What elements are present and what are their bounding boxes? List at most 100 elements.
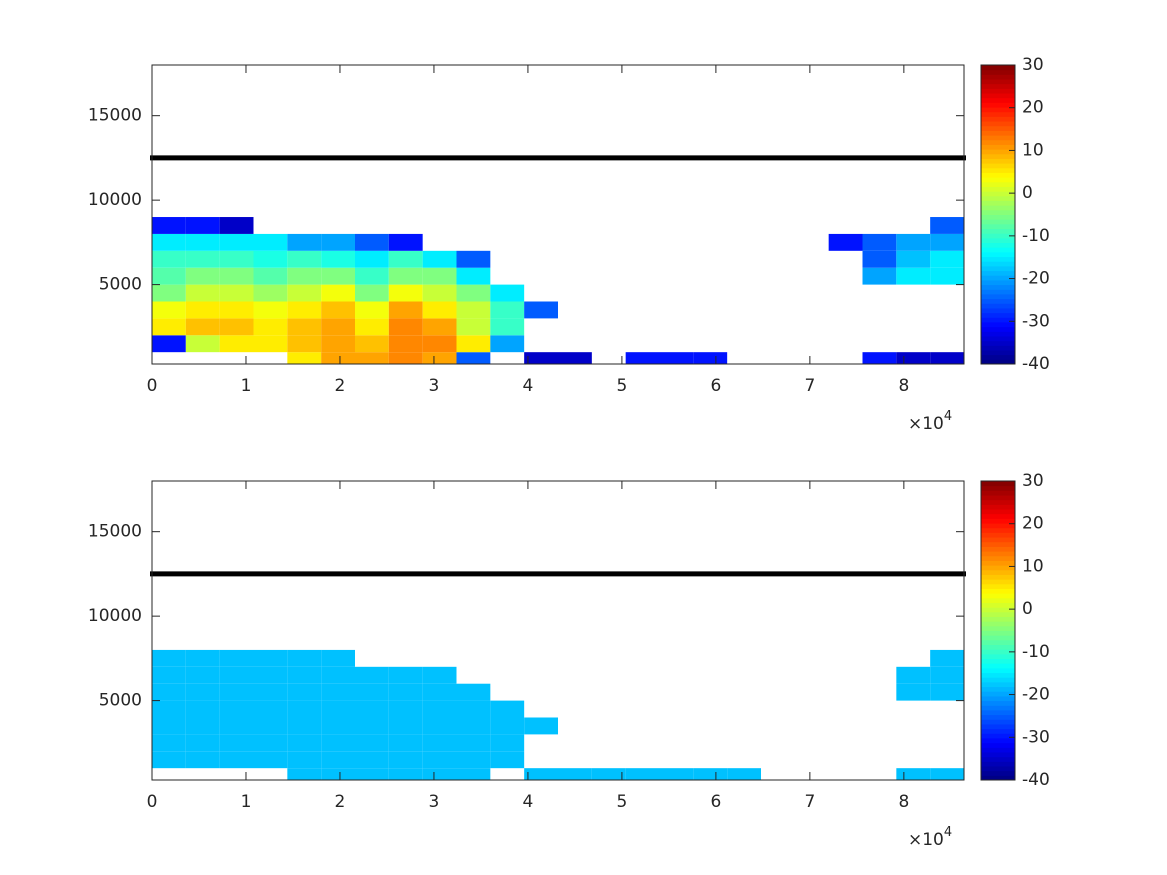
colorbar-swatch xyxy=(981,565,1015,571)
x-tick-label: 4 xyxy=(523,376,534,396)
heat-cell xyxy=(287,666,322,684)
heat-cell xyxy=(625,768,660,780)
heat-cell xyxy=(355,683,389,701)
heat-cell xyxy=(219,649,254,667)
heat-cell xyxy=(355,284,389,302)
plot-area xyxy=(152,217,964,364)
heat-cell xyxy=(388,751,423,769)
heat-cell xyxy=(490,318,525,336)
colorbar-swatch xyxy=(981,97,1015,103)
x-tick-label: 0 xyxy=(147,792,158,812)
heat-cell xyxy=(388,301,423,319)
colorbar-swatch xyxy=(981,621,1015,627)
colorbar-swatch xyxy=(981,102,1015,108)
heat-cell xyxy=(930,683,964,701)
colorbar-swatch xyxy=(981,205,1015,211)
heat-cell xyxy=(422,734,457,752)
heat-cell xyxy=(490,335,525,353)
heat-cell xyxy=(219,666,254,684)
heat-cell xyxy=(185,233,220,251)
colorbar-swatch xyxy=(981,705,1015,711)
heat-cell xyxy=(727,768,761,780)
heat-cell xyxy=(287,301,322,319)
heat-cell xyxy=(152,335,186,353)
heat-cell xyxy=(490,734,525,752)
colorbar-swatch xyxy=(981,186,1015,192)
colorbar-swatch xyxy=(981,607,1015,613)
colorbar-swatch xyxy=(981,177,1015,183)
y-tick-label: 5000 xyxy=(99,275,142,295)
heat-cell xyxy=(253,683,288,701)
colorbar-swatch xyxy=(981,116,1015,122)
colorbar-swatch xyxy=(981,756,1015,762)
heat-cell xyxy=(422,352,457,364)
colorbar-swatch xyxy=(981,130,1015,136)
colorbar-swatch xyxy=(981,504,1015,510)
heat-cell xyxy=(422,250,457,268)
colorbar-tick-label: -10 xyxy=(1022,226,1050,246)
colorbar-swatch xyxy=(981,79,1015,85)
colorbar-swatch xyxy=(981,583,1015,589)
colorbar-swatch xyxy=(981,251,1015,258)
heat-cell xyxy=(321,267,355,285)
colorbar-swatch xyxy=(981,555,1015,561)
x-tick-label: 3 xyxy=(429,792,440,812)
colorbar-swatch xyxy=(981,700,1015,706)
colorbar-swatch xyxy=(981,69,1015,75)
heat-cell xyxy=(287,700,322,718)
colorbar-swatch xyxy=(981,560,1015,566)
colorbar-swatch xyxy=(981,490,1015,496)
heat-cell xyxy=(388,768,423,780)
heat-cell xyxy=(388,734,423,752)
heat-cell xyxy=(930,768,964,780)
colorbar-tick-label: 10 xyxy=(1022,556,1044,576)
heat-cell xyxy=(219,267,254,285)
heat-cell xyxy=(219,217,254,234)
colorbar-swatch xyxy=(981,279,1015,286)
heat-cell xyxy=(930,233,964,251)
heat-cell xyxy=(253,301,288,319)
colorbar-tick-label: -30 xyxy=(1022,727,1050,747)
heat-cell xyxy=(862,267,897,285)
heat-cell xyxy=(524,352,558,364)
x-tick-label: 7 xyxy=(804,792,815,812)
x-tick-label: 7 xyxy=(804,376,815,396)
heat-cell xyxy=(388,318,423,336)
heat-cell xyxy=(287,233,322,251)
colorbar-tick-label: -20 xyxy=(1022,269,1050,289)
x-multiplier: ×104 xyxy=(908,825,952,851)
heat-cell xyxy=(490,717,525,735)
heat-cell xyxy=(896,352,931,364)
x-tick-label: 5 xyxy=(616,792,627,812)
heat-cell xyxy=(422,666,457,684)
colorbar-swatch xyxy=(981,770,1015,776)
colorbar-box xyxy=(980,480,1016,781)
heat-cell xyxy=(456,250,491,268)
heat-cell xyxy=(456,318,491,336)
colorbar-swatch xyxy=(981,677,1015,683)
colorbar-swatch xyxy=(981,345,1015,351)
heat-cell xyxy=(287,649,322,667)
colorbar-tick-label: -20 xyxy=(1022,685,1050,705)
colorbar-swatch xyxy=(981,298,1015,304)
heat-cell xyxy=(253,233,288,251)
colorbar-swatch xyxy=(981,321,1015,328)
heat-cell xyxy=(152,233,186,251)
colorbar-swatch xyxy=(981,284,1015,290)
heat-cell xyxy=(456,734,491,752)
y-tick-label: 10000 xyxy=(88,190,142,210)
heat-cell xyxy=(152,649,186,667)
heat-cell xyxy=(253,284,288,302)
colorbar-tick-label: 20 xyxy=(1022,514,1044,534)
heat-cell xyxy=(355,751,389,769)
colorbar-tick-label: 0 xyxy=(1022,183,1033,203)
heat-cell xyxy=(591,768,626,780)
heat-cell xyxy=(287,267,322,285)
colorbar-swatch xyxy=(981,167,1015,173)
colorbar-swatch xyxy=(981,83,1015,89)
heat-cell xyxy=(388,250,423,268)
heat-cell xyxy=(321,717,355,735)
axes-box xyxy=(151,480,965,781)
colorbar-swatch xyxy=(981,593,1015,599)
colorbar-swatch xyxy=(981,303,1015,309)
